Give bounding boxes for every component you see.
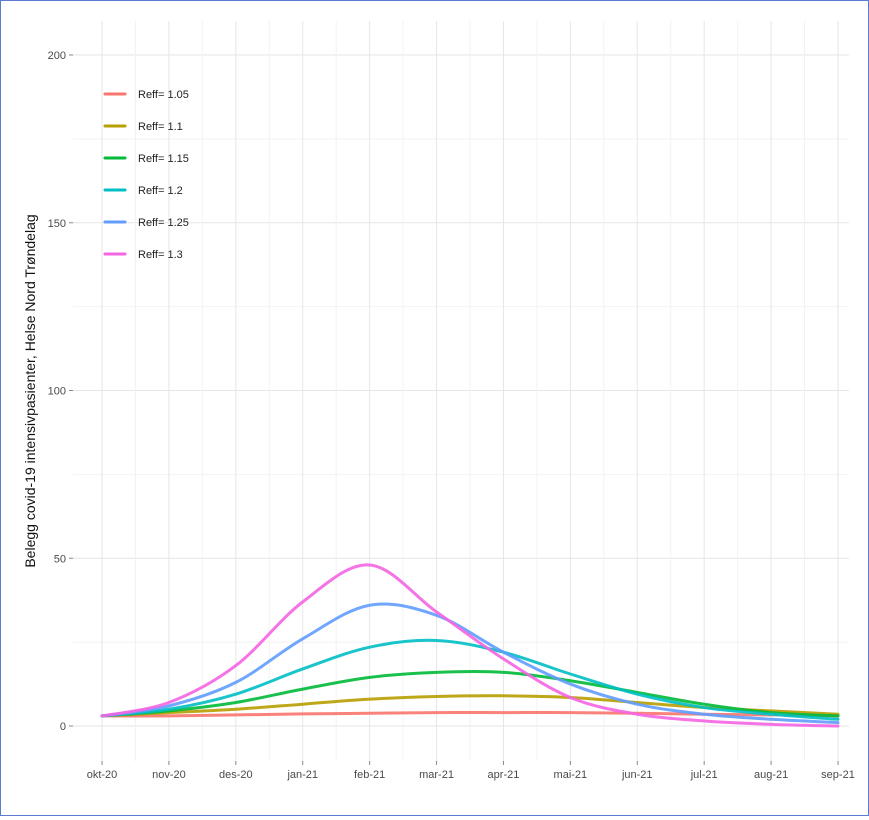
y-tick-label: 0 [60, 721, 66, 733]
x-tick-label: mar-21 [419, 769, 454, 781]
x-tick-label: apr-21 [488, 769, 520, 781]
x-tick-label: mai-21 [554, 769, 588, 781]
x-tick-label: jan-21 [286, 769, 318, 781]
y-axis-ticks: 0 50 100 150 200 [48, 50, 73, 733]
x-tick-label: sep-21 [821, 769, 855, 781]
x-tick-label: aug-21 [754, 769, 788, 781]
y-axis-label: Belegg covid-19 intensivpasienter, Helse… [22, 214, 38, 567]
series-line-4 [100, 638, 840, 721]
x-tick-label: jul-21 [690, 769, 718, 781]
legend-label: Reff= 1.05 [138, 89, 189, 101]
x-tick-label: jun-21 [621, 769, 653, 781]
legend: Reff= 1.05 Reff= 1.1 Reff= 1.15 Reff= 1.2 Re… [103, 89, 189, 261]
series-line-6 [100, 563, 840, 728]
y-tick-label: 50 [54, 553, 66, 565]
legend-label: Reff= 1.25 [138, 217, 189, 229]
x-tick-label: feb-21 [354, 769, 385, 781]
x-tick-label: des-20 [219, 769, 253, 781]
x-axis-ticks: okt-20 nov-20 des-20 jan-21 feb-21 mar-21 apr-… [87, 761, 855, 781]
legend-label: Reff= 1.2 [138, 185, 183, 197]
series-line-5 [100, 602, 840, 725]
y-tick-label: 100 [48, 386, 66, 398]
x-tick-label: nov-20 [152, 769, 186, 781]
y-tick-label: 150 [48, 218, 66, 230]
y-tick-label: 200 [48, 50, 66, 62]
series-lines [100, 563, 840, 728]
series-line-3 [100, 669, 840, 718]
legend-label: Reff= 1.15 [138, 153, 189, 165]
grid-lines [73, 21, 849, 761]
legend-label: Reff= 1.1 [138, 121, 183, 133]
legend-label: Reff= 1.3 [138, 249, 183, 261]
x-tick-label: okt-20 [87, 769, 118, 781]
